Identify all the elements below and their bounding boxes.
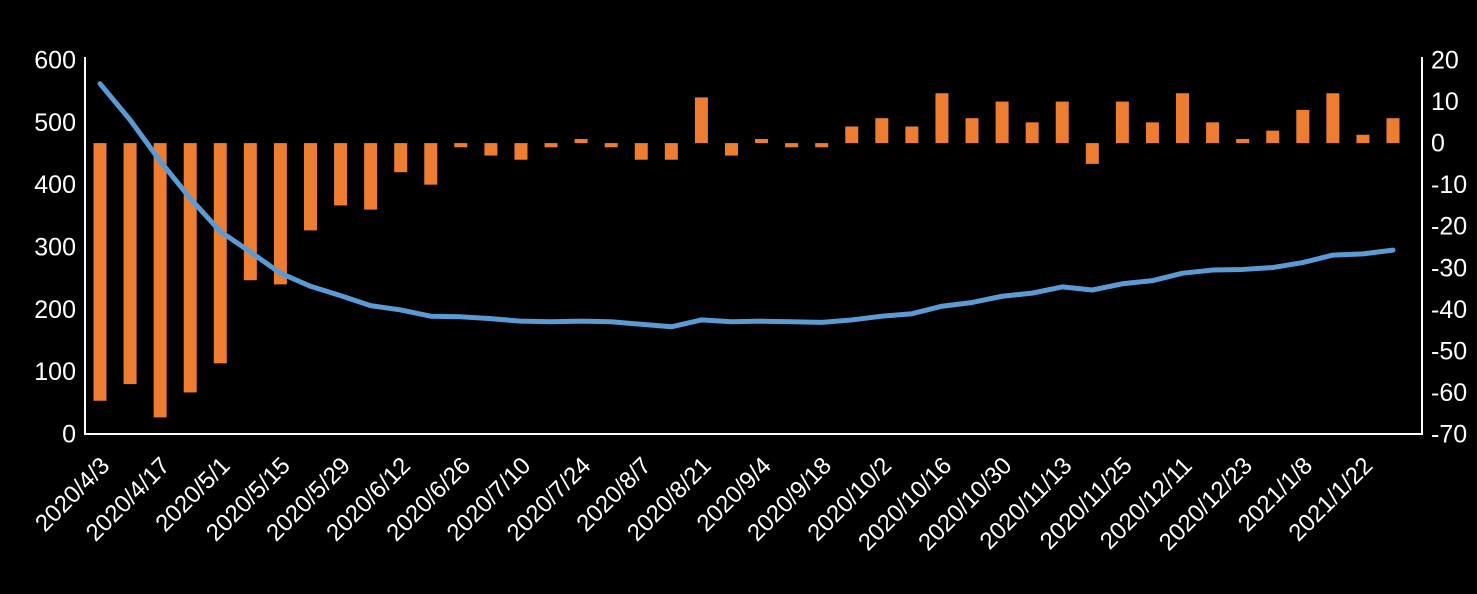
bar <box>875 118 889 144</box>
axis-lines <box>84 57 1423 435</box>
bar <box>995 101 1009 144</box>
right-axis-tick-labels: 20 10 0 -10 -20 -30 -40 -50 -60 -70 <box>1431 47 1467 449</box>
bar <box>153 143 167 418</box>
right-axis-tick-label: -30 <box>1431 254 1467 282</box>
bar <box>815 143 829 148</box>
bar <box>1055 101 1069 144</box>
bar <box>334 143 348 206</box>
bar <box>484 143 498 156</box>
bar-series <box>93 93 1400 418</box>
bar <box>694 97 708 144</box>
x-axis-tick-labels: 2020/4/32020/4/172020/5/12020/5/152020/5… <box>30 452 1378 556</box>
bar <box>1326 93 1340 144</box>
left-axis-tick-label: 100 <box>34 358 76 386</box>
bar <box>664 143 678 160</box>
bar <box>454 143 468 148</box>
bar <box>1145 122 1159 144</box>
bar <box>514 143 528 160</box>
bar <box>604 143 618 148</box>
left-axis-tick-label: 200 <box>34 296 76 324</box>
bar <box>845 126 859 144</box>
bar <box>243 143 257 281</box>
right-axis-tick-label: -70 <box>1431 421 1467 449</box>
right-axis-tick-label: -60 <box>1431 379 1467 407</box>
bar <box>1356 134 1370 144</box>
left-axis-tick-label: 600 <box>34 47 76 75</box>
right-axis-tick-label: -10 <box>1431 171 1467 199</box>
right-axis-tick-label: 20 <box>1431 47 1459 75</box>
bar <box>1296 109 1310 144</box>
line-series <box>97 81 1396 330</box>
left-axis-tick-label: 300 <box>34 234 76 262</box>
bar <box>1206 122 1220 144</box>
bar <box>1025 122 1039 144</box>
bar <box>755 138 769 144</box>
bar <box>123 143 137 385</box>
right-axis-tick-label: -20 <box>1431 213 1467 241</box>
bar <box>273 143 287 285</box>
left-axis-tick-label: 400 <box>34 171 76 199</box>
bar <box>1266 130 1280 144</box>
right-axis-tick-label: -50 <box>1431 337 1467 365</box>
bar <box>544 143 558 148</box>
bar <box>1085 143 1099 164</box>
bar <box>1236 138 1250 144</box>
bar <box>364 143 378 210</box>
right-axis-tick-label: 10 <box>1431 88 1459 116</box>
line-series-path <box>97 81 1396 330</box>
left-axis-tick-labels: 600 500 400 300 200 100 0 <box>34 47 76 449</box>
right-axis-tick-label: -40 <box>1431 296 1467 324</box>
bar <box>1386 118 1400 144</box>
left-axis-tick-label: 0 <box>62 421 76 449</box>
bar <box>424 143 438 185</box>
bar <box>905 126 919 144</box>
bar <box>935 93 949 144</box>
bar <box>574 138 588 144</box>
bar <box>213 143 227 364</box>
bar <box>785 143 799 148</box>
bar <box>183 143 197 393</box>
bar <box>394 143 408 173</box>
bar <box>93 143 107 401</box>
right-axis-tick-label: 0 <box>1431 130 1445 158</box>
bar <box>724 143 738 156</box>
bar <box>965 118 979 144</box>
left-axis-tick-label: 500 <box>34 109 76 137</box>
bar <box>634 143 648 160</box>
bar <box>1115 101 1129 144</box>
bar <box>303 143 317 231</box>
bar <box>1176 93 1190 144</box>
